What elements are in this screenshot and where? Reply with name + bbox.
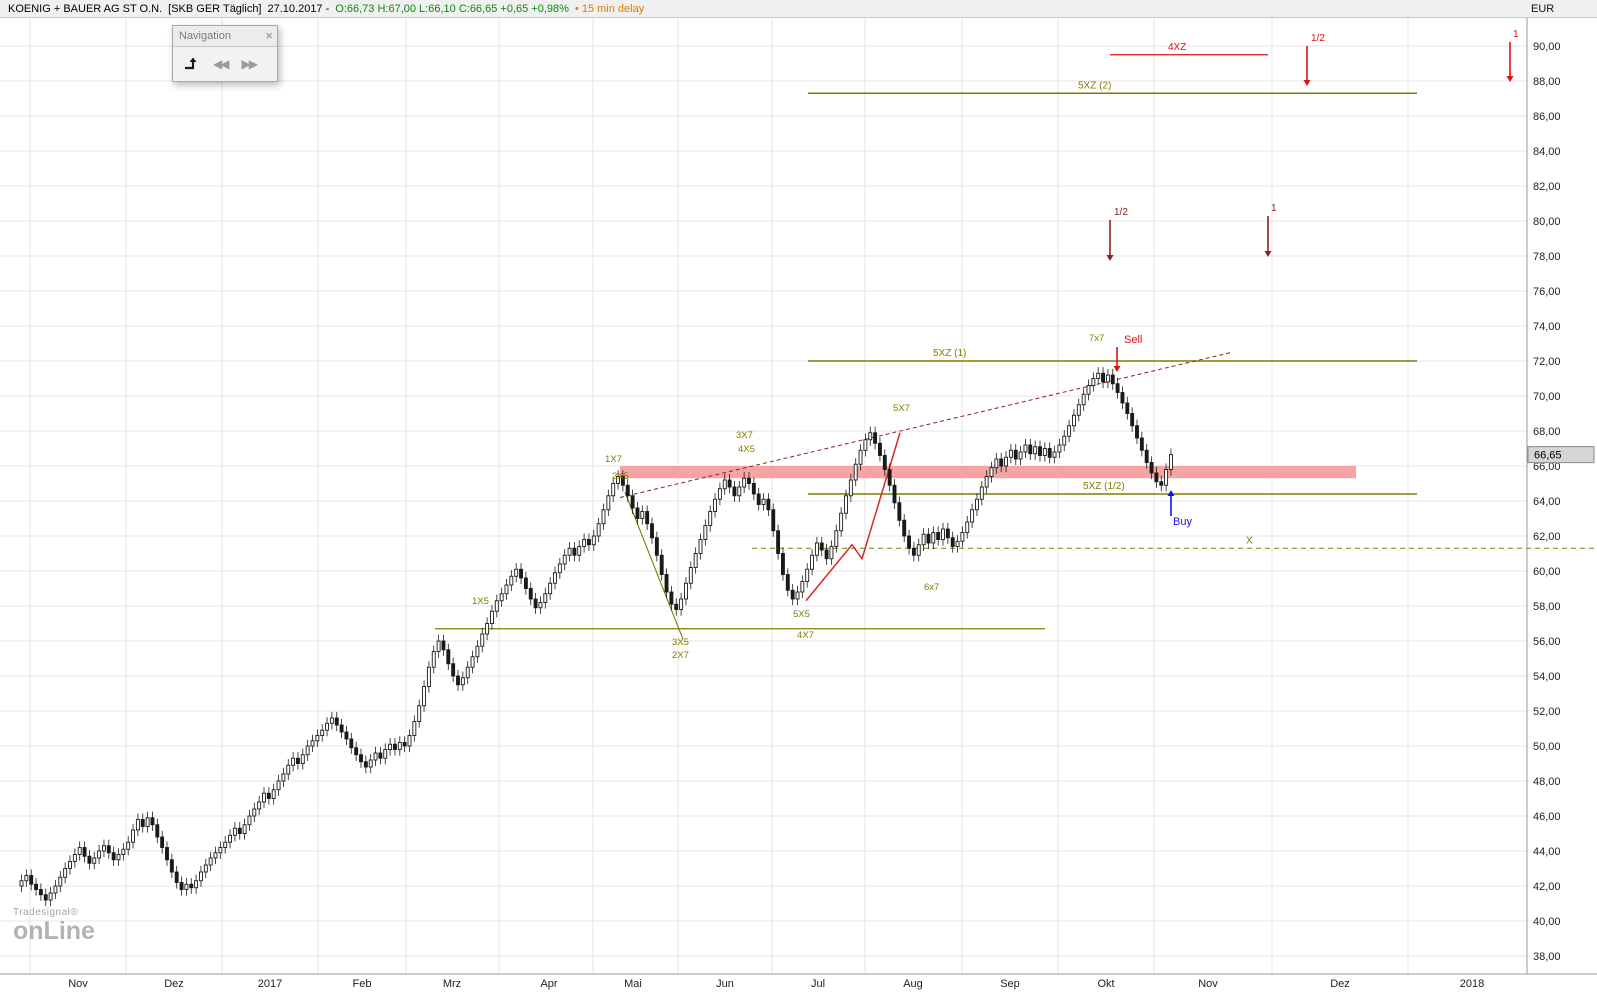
svg-text:58,00: 58,00 [1533, 601, 1561, 613]
svg-text:68,00: 68,00 [1533, 426, 1561, 438]
svg-text:56,00: 56,00 [1533, 636, 1561, 648]
svg-text:7x7: 7x7 [1089, 333, 1104, 344]
annotation-labels: 1X5 3X5 2X7 5X5 4X7 6x7 1X7 2X5 3X7 4X5 5X7 7x7 Sell… [472, 29, 1519, 661]
svg-text:88,00: 88,00 [1533, 76, 1561, 88]
svg-text:Sep: Sep [1000, 978, 1020, 990]
symbol-title: KOENIG + BAUER AG ST O.N. [8, 3, 163, 15]
currency-label: EUR [1531, 3, 1555, 15]
svg-text:72,00: 72,00 [1533, 356, 1561, 368]
svg-text:60,00: 60,00 [1533, 566, 1561, 578]
svg-text:1: 1 [1271, 203, 1277, 214]
svg-text:46,00: 46,00 [1533, 811, 1561, 823]
svg-text:66,00: 66,00 [1533, 461, 1561, 473]
svg-text:52,00: 52,00 [1533, 706, 1561, 718]
svg-text:5XZ (1): 5XZ (1) [933, 348, 966, 359]
feed-info: [SKB GER Täglich] [168, 3, 262, 15]
delay-notice: 15 min delay [581, 3, 645, 15]
svg-text:Nov: Nov [1198, 978, 1218, 990]
svg-text:2018: 2018 [1460, 978, 1484, 990]
svg-text:5XZ (2): 5XZ (2) [1078, 80, 1111, 91]
annotation-lines: 4XZ 5XZ (2) 5XZ (1) 5XZ (1/2) X [435, 42, 1597, 640]
svg-text:3X7: 3X7 [736, 430, 753, 441]
svg-text:1/2: 1/2 [1114, 207, 1128, 218]
svg-text:80,00: 80,00 [1533, 216, 1561, 228]
navigation-panel-title: Navigation [179, 30, 231, 42]
svg-text:Jun: Jun [716, 978, 734, 990]
svg-text:2017: 2017 [258, 978, 282, 990]
svg-text:5XZ (1/2): 5XZ (1/2) [1083, 481, 1125, 492]
step-forward-button[interactable]: ▶▶ [239, 56, 258, 72]
svg-text:78,00: 78,00 [1533, 251, 1561, 263]
svg-text:86,00: 86,00 [1533, 111, 1561, 123]
svg-text:40,00: 40,00 [1533, 916, 1561, 928]
svg-text:1X7: 1X7 [605, 454, 622, 465]
svg-text:4X5: 4X5 [738, 444, 755, 455]
svg-text:Feb: Feb [353, 978, 372, 990]
svg-text:2X5: 2X5 [612, 471, 629, 482]
svg-text:4X7: 4X7 [797, 630, 814, 641]
svg-text:Aug: Aug [903, 978, 923, 990]
svg-text:1X5: 1X5 [472, 596, 489, 607]
svg-text:38,00: 38,00 [1533, 951, 1561, 963]
svg-text:54,00: 54,00 [1533, 671, 1561, 683]
jump-arrow-icon [183, 57, 199, 74]
svg-text:48,00: 48,00 [1533, 776, 1561, 788]
svg-text:X: X [1246, 535, 1253, 546]
svg-text:82,00: 82,00 [1533, 181, 1561, 193]
svg-text:42,00: 42,00 [1533, 881, 1561, 893]
svg-text:3X5: 3X5 [672, 637, 689, 648]
navigation-panel-body: ◀◀ ▶▶ [173, 47, 277, 81]
svg-text:84,00: 84,00 [1533, 146, 1561, 158]
step-back-button[interactable]: ◀◀ [211, 56, 230, 72]
svg-text:64,00: 64,00 [1533, 496, 1561, 508]
close-icon[interactable]: × [265, 28, 273, 43]
chart-header: KOENIG + BAUER AG ST O.N. [SKB GER Täglic… [0, 0, 1597, 18]
svg-text:70,00: 70,00 [1533, 391, 1561, 403]
svg-text:Sell: Sell [1124, 334, 1142, 346]
logo-brand-text: Tradesignal® [13, 907, 79, 918]
svg-text:Buy: Buy [1173, 516, 1192, 528]
ohlc-values: O:66,73 H:67,00 L:66,10 C:66,65 +0,65 +0… [335, 3, 569, 15]
jump-to-start-button[interactable] [181, 53, 201, 75]
double-right-arrow-icon: ▶▶ [241, 57, 258, 71]
navigation-panel-titlebar[interactable]: Navigation × [173, 26, 277, 47]
svg-text:74,00: 74,00 [1533, 321, 1561, 333]
svg-text:4XZ: 4XZ [1168, 42, 1186, 53]
svg-text:62,00: 62,00 [1533, 531, 1561, 543]
svg-text:Dez: Dez [1330, 978, 1350, 990]
svg-text:Dez: Dez [164, 978, 184, 990]
svg-text:6x7: 6x7 [924, 582, 939, 593]
double-left-arrow-icon: ◀◀ [213, 57, 230, 71]
candles [19, 367, 1173, 907]
svg-text:Mai: Mai [624, 978, 642, 990]
quote-date: 27.10.2017 - [267, 3, 330, 15]
svg-text:90,00: 90,00 [1533, 41, 1561, 53]
svg-text:5X5: 5X5 [793, 609, 810, 620]
svg-text:1: 1 [1513, 29, 1519, 40]
svg-text:Apr: Apr [540, 978, 557, 990]
svg-text:Nov: Nov [68, 978, 88, 990]
svg-text:1/2: 1/2 [1311, 33, 1325, 44]
svg-text:Mrz: Mrz [443, 978, 461, 990]
logo-product-text: onLine [13, 917, 95, 945]
price-axis[interactable]: 90,00 88,00 86,00 84,00 82,00 80,00 78,00 76,00… [1526, 0, 1595, 974]
svg-text:76,00: 76,00 [1533, 286, 1561, 298]
svg-text:Okt: Okt [1097, 978, 1114, 990]
svg-text:50,00: 50,00 [1533, 741, 1561, 753]
delay-dot-icon: • [574, 3, 579, 15]
svg-text:2X7: 2X7 [672, 650, 689, 661]
navigation-panel[interactable]: Navigation × ◀◀ ▶▶ [172, 25, 278, 82]
svg-text:44,00: 44,00 [1533, 846, 1561, 858]
svg-text:66,65: 66,65 [1534, 450, 1562, 462]
time-axis[interactable]: Nov Dez 2017 Feb Mrz Apr Mai Jun Jul Aug Sep Okt Nov… [0, 973, 1597, 990]
tradesignal-logo: Tradesignal® onLine [13, 908, 95, 944]
svg-text:Jul: Jul [811, 978, 825, 990]
svg-text:5X7: 5X7 [893, 403, 910, 414]
